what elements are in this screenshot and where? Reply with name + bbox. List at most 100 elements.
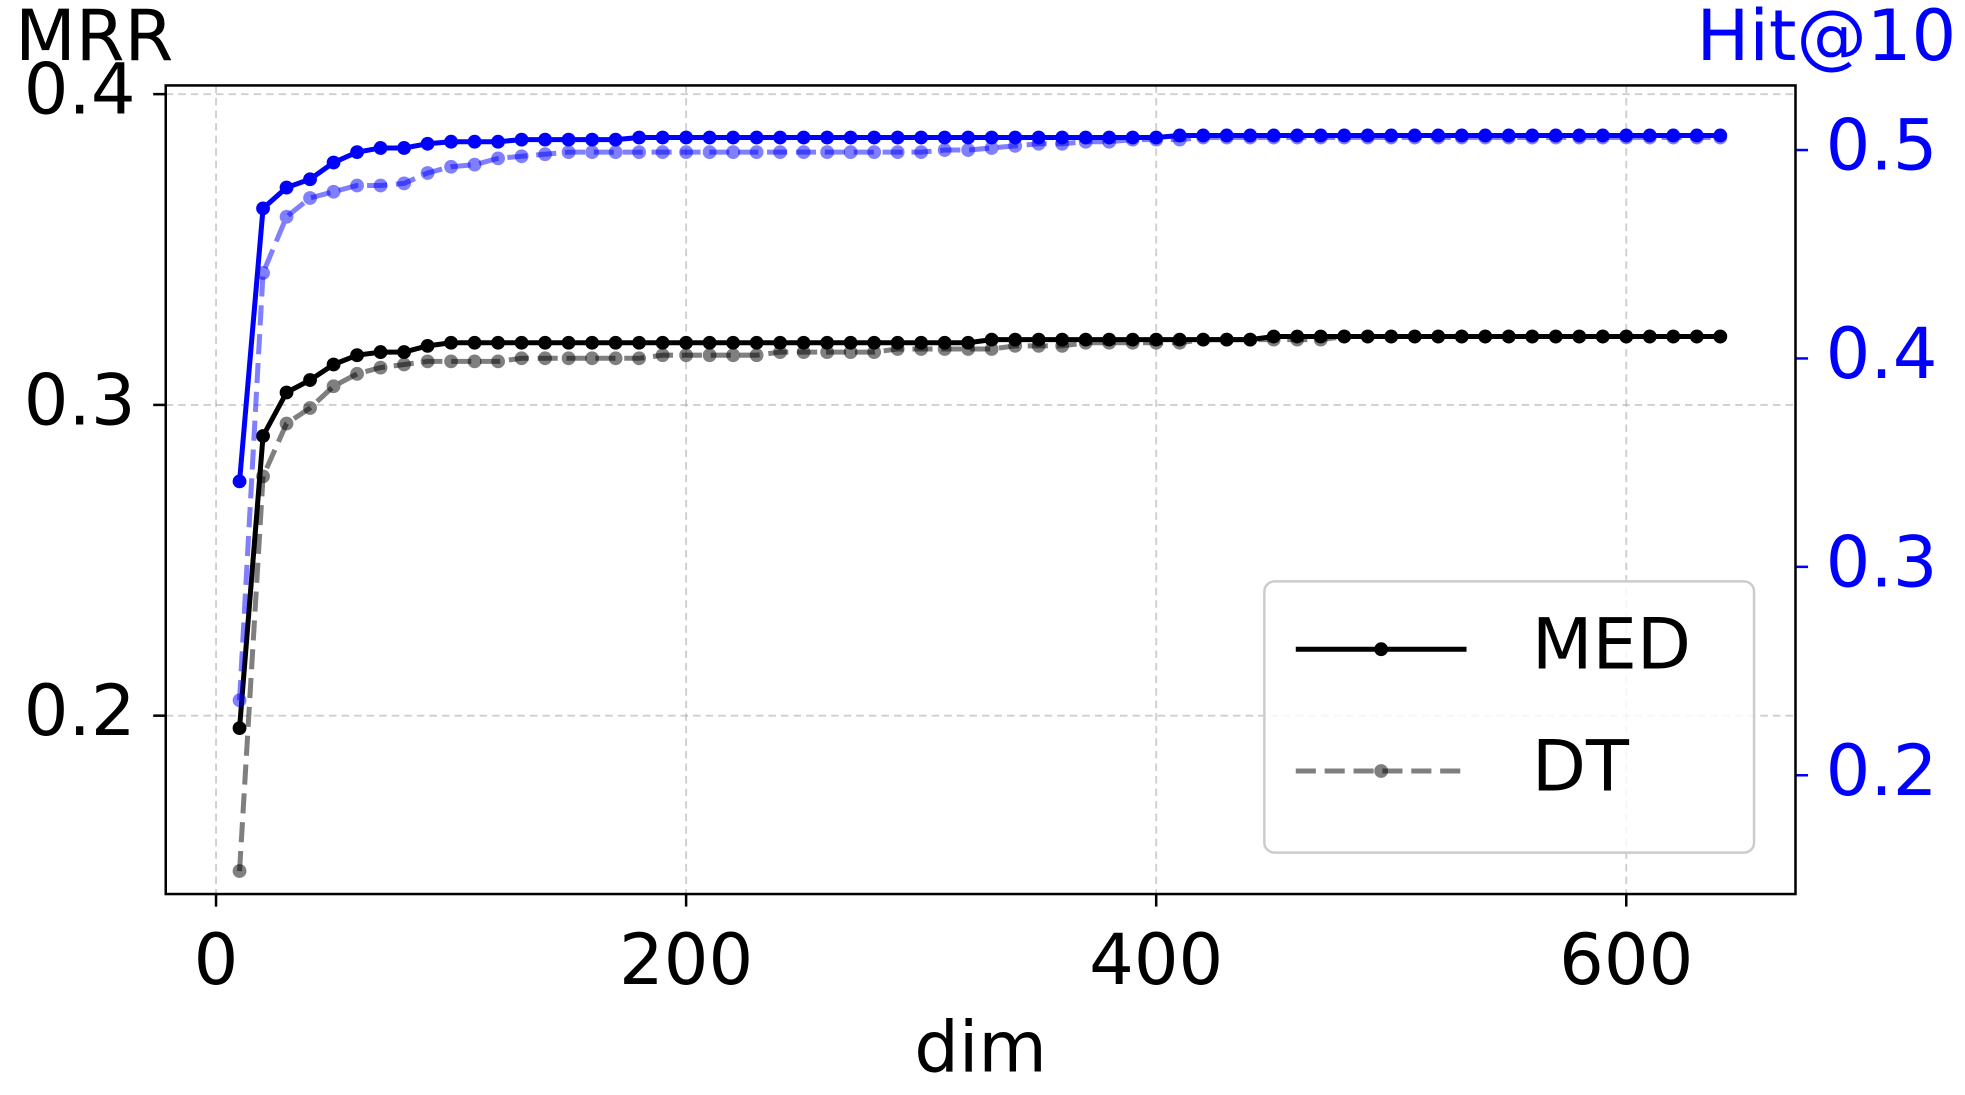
marker [514,149,529,164]
marker [397,176,411,191]
marker [420,136,435,151]
marker [1196,332,1211,347]
marker [679,145,694,160]
y-tick-label: 0.4 [24,49,136,131]
marker [773,145,788,160]
marker [726,335,741,350]
marker [585,335,600,350]
marker [232,693,247,708]
marker [326,155,341,170]
x-tick-label: 0 [194,919,239,1001]
marker [655,145,670,160]
marker [585,351,600,366]
marker [420,166,435,180]
marker [373,360,388,375]
marker [1055,136,1070,151]
marker [1407,329,1422,344]
marker [655,130,670,145]
marker [1478,130,1493,145]
marker [561,132,576,147]
marker [1149,335,1164,350]
y-axis-label: MRR [15,0,173,77]
marker [1501,130,1516,145]
marker [702,335,717,350]
marker [608,351,623,366]
marker [514,132,529,147]
marker [984,130,999,145]
marker [726,348,741,363]
marker [1431,329,1446,344]
marker [961,342,976,356]
marker [679,130,694,145]
marker [1454,130,1469,145]
marker [1666,329,1681,344]
marker [796,345,811,359]
marker [914,342,929,356]
marker [444,159,458,174]
marker [702,348,717,363]
marker [1266,130,1281,145]
marker [303,401,317,415]
marker [561,351,576,366]
marker [1125,335,1140,350]
marker [1619,329,1634,344]
marker [655,348,670,363]
marker [961,143,976,157]
marker [984,342,999,356]
marker [867,130,882,145]
marker [1125,132,1140,147]
marker [1219,332,1234,347]
marker [303,373,317,387]
marker [749,130,764,145]
marker [749,145,764,160]
marker [1102,134,1117,149]
marker [279,416,294,431]
marker [350,348,364,363]
marker [890,145,905,160]
marker [1360,130,1375,145]
marker [867,145,882,160]
marker [679,348,694,363]
marker [890,130,905,145]
legend-marker [1374,642,1389,657]
marker [514,335,529,350]
marker [679,335,694,350]
marker [749,335,764,350]
y2-tick-label: 0.5 [1826,105,1938,187]
y2-axis-label: Hit@10 [1697,0,1957,77]
marker [1572,130,1587,145]
y-tick-label: 0.3 [24,359,136,441]
marker [256,266,270,280]
marker [491,335,505,350]
marker [1337,329,1352,344]
marker [702,130,717,145]
marker [773,345,788,359]
marker [843,130,858,145]
marker [1055,338,1070,353]
legend-label: MED [1532,604,1691,686]
marker [232,474,247,489]
marker [1008,338,1023,353]
marker [1031,338,1046,353]
marker [890,342,905,356]
marker [749,348,764,363]
marker [444,354,458,369]
marker [867,345,882,359]
marker [1149,132,1164,147]
marker [279,180,294,195]
marker [820,345,835,359]
marker [726,130,741,145]
marker [1243,130,1258,145]
legend-label: DT [1532,726,1630,808]
marker [1548,130,1563,145]
marker [1642,130,1657,145]
marker [984,141,999,155]
marker [538,132,552,147]
marker [1619,130,1634,145]
marker [1595,329,1610,344]
x-tick-label: 400 [1089,919,1223,1001]
marker [256,469,270,484]
line [237,334,1721,872]
marker [1689,130,1704,145]
marker [608,132,623,147]
